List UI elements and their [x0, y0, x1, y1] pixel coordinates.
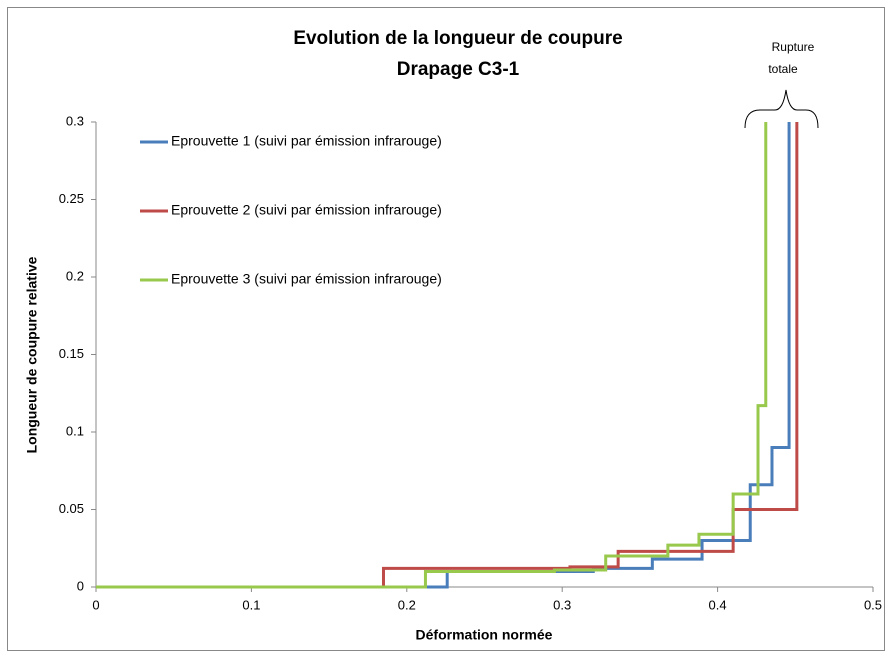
- legend-label: Eprouvette 3 (suivi par émission infraro…: [171, 271, 442, 287]
- y-tick-label: 0.2: [66, 268, 84, 283]
- legend-label: Eprouvette 1 (suivi par émission infraro…: [171, 133, 442, 149]
- y-tick-label: 0.1: [66, 423, 84, 438]
- y-tick-label: 0.3: [66, 113, 84, 128]
- x-axis-label: Déformation normée: [416, 627, 553, 643]
- x-tick-label: 0.1: [242, 597, 260, 612]
- y-tick-label: 0.05: [59, 501, 84, 516]
- annotation: Rupture: [772, 40, 815, 54]
- y-tick-label: 0.25: [59, 191, 84, 206]
- legend-label: Eprouvette 2 (suivi par émission infraro…: [171, 202, 442, 218]
- x-tick-label: 0: [92, 597, 99, 612]
- chart-subtitle: Drapage C3-1: [397, 59, 520, 80]
- x-tick-label: 0.3: [553, 597, 571, 612]
- y-tick-label: 0: [77, 578, 84, 593]
- y-axis-label: Longueur de coupure relative: [24, 256, 40, 453]
- annotation: totale: [768, 62, 798, 76]
- x-tick-label: 0.5: [864, 597, 882, 612]
- x-tick-label: 0.4: [709, 597, 727, 612]
- brace: [744, 89, 819, 129]
- chart-title: Evolution de la longueur de coupure: [293, 28, 622, 49]
- chart-border: [7, 7, 885, 651]
- series-line: [96, 122, 768, 589]
- x-tick-label: 0.2: [398, 597, 416, 612]
- y-tick-label: 0.15: [59, 346, 84, 361]
- series-line: [96, 122, 799, 589]
